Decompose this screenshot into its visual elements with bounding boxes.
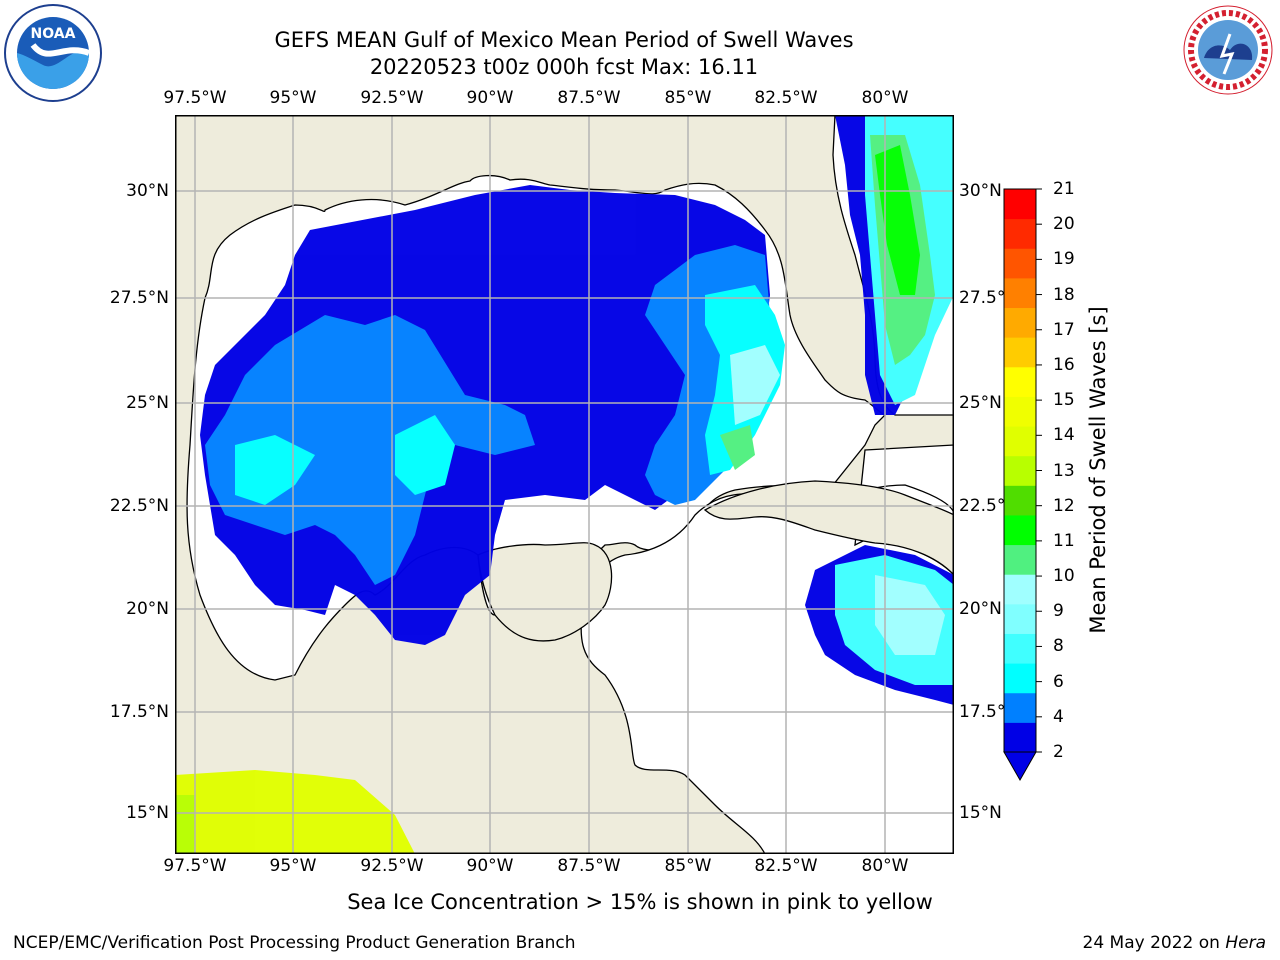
- colorbar-segment: [1004, 485, 1036, 516]
- left-lat-label: 17.5°N: [109, 702, 169, 722]
- left-lat-label: 15°N: [126, 803, 169, 823]
- colorbar-tick-label: 20: [1053, 214, 1075, 235]
- colorbar-label: Mean Period of Swell Waves [s]: [1086, 306, 1110, 634]
- bottom-lon-label: 87.5°W: [557, 856, 621, 876]
- swell-atlantic-bright-green: [875, 145, 920, 295]
- colorbar-tick-label: 18: [1053, 284, 1075, 305]
- footer-host: Hera: [1225, 933, 1266, 953]
- colorbar-tick-label: 15: [1053, 390, 1075, 411]
- bottom-lon-label: 80°W: [861, 856, 909, 876]
- noaa-logo-text: NOAA: [31, 26, 76, 42]
- colorbar-tick-label: 13: [1053, 460, 1075, 481]
- right-lat-label: 15°N: [959, 803, 1002, 823]
- left-lat-label: 27.5°N: [109, 288, 169, 308]
- swell-band-4-6: [205, 315, 535, 585]
- colorbar-segment: [1004, 277, 1036, 309]
- noaa-logo: NOAA: [3, 3, 103, 107]
- footer-date: 24 May 2022 on Hera: [1083, 933, 1267, 953]
- colorbar: [1000, 185, 1042, 789]
- right-lat-label: 30°N: [959, 181, 1002, 201]
- top-lon-label: 95°W: [269, 88, 317, 108]
- colorbar-tick-label: 14: [1053, 425, 1075, 446]
- pacific-swell-yellow: [175, 770, 415, 854]
- sea-ice-note: Sea Ice Concentration > 15% is shown in …: [0, 890, 1280, 914]
- bottom-lon-label: 85°W: [664, 856, 712, 876]
- right-lat-label: 27.5°N: [959, 288, 1019, 308]
- colorbar-tick-label: 16: [1053, 354, 1075, 375]
- bottom-lon-label: 92.5°W: [360, 856, 424, 876]
- bottom-lon-label: 97.5°W: [163, 856, 227, 876]
- colorbar-segment: [1004, 337, 1036, 368]
- right-lat-label: 20°N: [959, 599, 1002, 619]
- colorbar-segment: [1004, 307, 1036, 338]
- left-lat-label: 22.5°N: [109, 496, 169, 516]
- right-lat-label: 25°N: [959, 393, 1002, 413]
- right-lat-label: 22.5°N: [959, 496, 1019, 516]
- swell-band-9-10: [720, 425, 755, 470]
- colorbar-segment: [1004, 455, 1036, 486]
- top-lon-label: 85°W: [664, 88, 712, 108]
- colorbar-segment: [1004, 248, 1036, 279]
- colorbar-segment: [1004, 514, 1036, 546]
- colorbar-tick-label: 17: [1053, 319, 1075, 340]
- colorbar-segment: [1004, 426, 1036, 457]
- swell-band-8-9: [730, 345, 780, 425]
- swell-caribbean-light: [875, 575, 945, 655]
- swell-field: [175, 115, 954, 854]
- colorbar-tick-label: 11: [1053, 530, 1075, 551]
- right-lat-label: 17.5°N: [959, 702, 1019, 722]
- yucatan-peninsula: [477, 542, 613, 642]
- chart-subtitle: 20220523 t00z 000h fcst Max: 16.11: [369, 55, 759, 79]
- colorbar-tick-label: 2: [1053, 742, 1064, 762]
- colorbar-segment: [1004, 396, 1036, 427]
- swell-band-6-8-mid: [395, 415, 455, 495]
- left-lat-label: 25°N: [126, 393, 169, 413]
- top-lon-label: 90°W: [466, 88, 514, 108]
- top-lon-label: 97.5°W: [163, 88, 227, 108]
- colorbar-tick-label: 4: [1053, 706, 1064, 727]
- colorbar-tick-label: 12: [1053, 495, 1075, 516]
- colorbar-extend-arrow: [1003, 751, 1037, 782]
- colorbar-tick-label: 8: [1053, 636, 1064, 657]
- left-lat-label: 30°N: [126, 181, 169, 201]
- colorbar-tick-label: 6: [1053, 671, 1064, 692]
- top-lon-label: 87.5°W: [557, 88, 621, 108]
- colorbar-tick-label: 9: [1053, 601, 1064, 622]
- map-frame: [175, 115, 954, 854]
- colorbar-segment: [1004, 189, 1036, 220]
- top-lon-label: 92.5°W: [360, 88, 424, 108]
- bottom-lon-label: 90°W: [466, 856, 514, 876]
- colorbar-tick-label: 10: [1053, 566, 1075, 587]
- colorbar-segment: [1004, 633, 1036, 664]
- colorbar-segment: [1004, 544, 1036, 575]
- colorbar-segment: [1004, 218, 1036, 249]
- colorbar-segment: [1004, 603, 1036, 634]
- footer-date-text: 24 May 2022 on: [1082, 933, 1226, 953]
- colorbar-segment: [1004, 366, 1036, 397]
- top-lon-label: 82.5°W: [754, 88, 818, 108]
- sea-ice-note-text: Sea Ice Concentration > 15% is shown in …: [347, 890, 933, 914]
- graticule: [175, 115, 954, 854]
- colorbar-segment: [1004, 574, 1036, 605]
- colorbar-segment: [1004, 663, 1036, 694]
- chart-title: GEFS MEAN Gulf of Mexico Mean Period of …: [274, 28, 854, 52]
- bottom-lon-label: 82.5°W: [754, 856, 818, 876]
- bottom-lon-label: 95°W: [269, 856, 317, 876]
- left-lat-label: 20°N: [126, 599, 169, 619]
- footer-credit: NCEP/EMC/Verification Post Processing Pr…: [13, 933, 576, 953]
- cuba-island: [703, 480, 955, 577]
- pacific-swell-green-edge: [175, 795, 195, 854]
- nws-logo: [1178, 0, 1278, 104]
- colorbar-tick-label: 21: [1053, 179, 1075, 199]
- colorbar-tick-label: 19: [1053, 249, 1075, 270]
- colorbar-segment: [1004, 722, 1036, 753]
- map-panel: [175, 114, 955, 858]
- colorbar-segment: [1004, 692, 1036, 723]
- top-lon-label: 80°W: [861, 88, 909, 108]
- swell-band-6-8: [235, 435, 315, 505]
